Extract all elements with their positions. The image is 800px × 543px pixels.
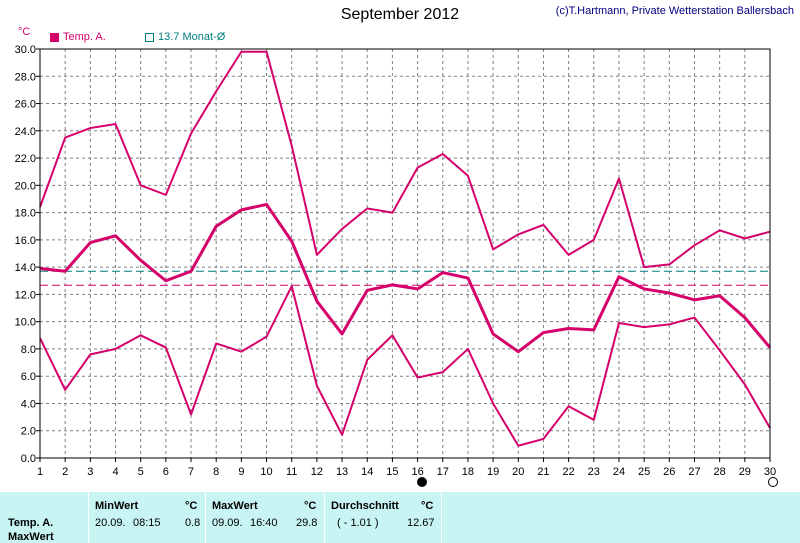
max-header: MaxWert xyxy=(212,500,258,512)
x-tick-label: 3 xyxy=(87,466,93,478)
y-tick-label: 18.0 xyxy=(15,208,36,220)
y-tick-label: 16.0 xyxy=(15,235,36,247)
x-tick-label: 6 xyxy=(163,466,169,478)
legend-label-month-avg: 13.7 Monat-Ø xyxy=(158,31,226,43)
stats-min-cell: MinWert °C 20.09. 08:15 0.8 xyxy=(88,492,205,543)
temperature-chart: 0.0 2.0 4.0 6.0 8.0 10.0 12.0 14.0 16.0 18.0 20.0 2… xyxy=(15,44,777,478)
day-marker-filled[interactable] xyxy=(417,477,427,487)
y-tick-label: 0.0 xyxy=(21,453,36,465)
x-tick-label: 25 xyxy=(638,466,650,478)
stats-empty-cell xyxy=(441,492,800,543)
reference-lines xyxy=(40,270,770,286)
x-tick-label: 29 xyxy=(739,466,751,478)
y-tick-label: 30.0 xyxy=(15,44,36,56)
avg-value: 12.67 xyxy=(407,517,435,529)
series-line-mean xyxy=(39,202,772,354)
series-line-max xyxy=(39,50,771,269)
x-axis-ticks: 1 2 3 4 5 6 7 8 9 10 11 12 13 14 15 16 17 18 19 20 21 22 23 24 2… xyxy=(37,458,776,478)
x-tick-label: 11 xyxy=(286,466,297,478)
chart-grid xyxy=(40,49,770,458)
min-value: 0.8 xyxy=(185,517,201,529)
x-tick-label: 15 xyxy=(386,466,398,478)
y-tick-label: 4.0 xyxy=(21,398,36,410)
y-axis-ticks: 0.0 2.0 4.0 6.0 8.0 10.0 12.0 14.0 16.0 18.0 20.0 2… xyxy=(15,44,40,465)
min-time: 08:15 xyxy=(133,517,161,529)
min-header: MinWert xyxy=(95,500,139,512)
x-tick-label: 16 xyxy=(411,466,423,478)
legend-swatch-temp xyxy=(50,32,59,42)
avg-delta: ( - 1.01 ) xyxy=(337,517,379,529)
y-tick-label: 2.0 xyxy=(21,426,36,438)
max-value: 29.8 xyxy=(296,517,318,529)
x-tick-label: 5 xyxy=(138,466,144,478)
x-tick-label: 30 xyxy=(764,466,776,478)
x-tick-label: 27 xyxy=(688,466,700,478)
x-tick-label: 9 xyxy=(238,466,244,478)
y-tick-label: 8.0 xyxy=(21,344,36,356)
x-tick-label: 8 xyxy=(213,466,219,478)
x-tick-label: 20 xyxy=(512,466,524,478)
chart-title: September 2012 xyxy=(340,6,460,23)
y-tick-label: 10.0 xyxy=(15,317,36,329)
series-lines xyxy=(39,50,772,447)
y-tick-label: 22.0 xyxy=(15,153,36,165)
x-tick-label: 24 xyxy=(613,466,625,478)
avg-header: Durchschnitt xyxy=(331,500,399,512)
max-unit: °C xyxy=(304,500,317,512)
legend-item-temp[interactable]: Temp. A. xyxy=(50,31,106,43)
x-tick-label: 18 xyxy=(462,466,474,478)
y-unit-label: °C xyxy=(18,26,31,38)
x-tick-label: 10 xyxy=(260,466,272,478)
min-date: 20.09. xyxy=(95,517,126,529)
legend-item-month-avg[interactable]: 13.7 Monat-Ø xyxy=(145,31,225,43)
x-tick-label: 26 xyxy=(663,466,675,478)
y-tick-label: 12.0 xyxy=(15,289,36,301)
y-tick-label: 28.0 xyxy=(15,71,36,83)
stats-label-cell: Temp. A. MaxWert xyxy=(0,492,88,543)
stats-row-label: Temp. A. xyxy=(8,517,54,529)
x-tick-label: 2 xyxy=(62,466,68,478)
y-tick-label: 6.0 xyxy=(21,371,36,383)
max-time: 16:40 xyxy=(250,517,278,529)
x-tick-label: 14 xyxy=(361,466,373,478)
x-tick-label: 7 xyxy=(188,466,194,478)
stats-max-cell: MaxWert °C 09.09. 16:40 29.8 xyxy=(205,492,324,543)
day-marker-open[interactable] xyxy=(768,477,778,487)
legend-label-temp: Temp. A. xyxy=(63,31,106,43)
y-tick-label: 14.0 xyxy=(15,262,36,274)
x-tick-label: 4 xyxy=(112,466,118,478)
x-tick-label: 23 xyxy=(588,466,600,478)
x-tick-label: 12 xyxy=(311,466,323,478)
x-tick-label: 22 xyxy=(562,466,574,478)
x-tick-label: 13 xyxy=(336,466,348,478)
y-tick-label: 24.0 xyxy=(15,126,36,138)
stats-avg-cell: Durchschnitt °C ( - 1.01 ) 12.67 xyxy=(324,492,441,543)
stats-panel: Temp. A. MaxWert MinWert °C 20.09. 08:15… xyxy=(0,492,800,543)
max-date: 09.09. xyxy=(212,517,243,529)
y-tick-label: 26.0 xyxy=(15,99,36,111)
plot-frame xyxy=(39,48,771,459)
x-tick-label: 19 xyxy=(487,466,499,478)
x-tick-label: 17 xyxy=(437,466,449,478)
credit-text: (c)T.Hartmann, Private Wetterstation Bal… xyxy=(555,5,794,17)
avg-unit: °C xyxy=(421,500,434,512)
x-tick-label: 28 xyxy=(714,466,726,478)
legend-swatch-month-avg xyxy=(145,32,154,42)
min-unit: °C xyxy=(185,500,198,512)
stats-row-label2: MaxWert xyxy=(8,531,54,543)
y-tick-label: 20.0 xyxy=(15,180,36,192)
x-tick-label: 21 xyxy=(537,466,549,478)
series-line-min xyxy=(39,285,771,447)
x-tick-label: 1 xyxy=(37,466,43,478)
